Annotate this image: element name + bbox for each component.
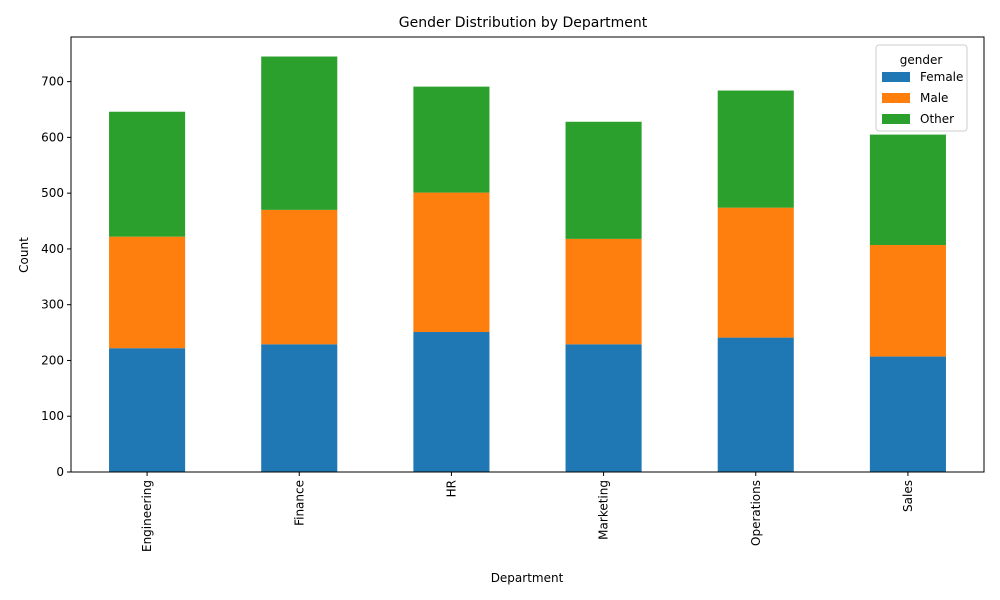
- y-tick-label: 300: [41, 298, 64, 312]
- x-tick-label-hr: HR: [444, 480, 458, 497]
- x-tick-label-sales: Sales: [901, 480, 915, 512]
- bar-sales-other: [869, 134, 946, 246]
- legend-label-other: Other: [920, 112, 954, 126]
- y-tick-label: 600: [41, 130, 64, 144]
- y-tick-label: 100: [41, 409, 64, 423]
- legend-label-male: Male: [920, 91, 948, 105]
- y-tick-label: 500: [41, 186, 64, 200]
- bar-marketing-male: [565, 238, 642, 345]
- x-axis-label: Department: [491, 571, 564, 585]
- axes-layer: 0 100 200 300 400 500 600 700 Engineering Finance…: [41, 36, 985, 552]
- x-tick-label-operations: Operations: [749, 480, 763, 546]
- legend-swatch-male: [882, 93, 910, 103]
- bar-sales-male: [869, 245, 946, 357]
- bar-finance-male: [261, 209, 338, 345]
- legend-entries: Female Male Other: [882, 70, 963, 126]
- bars-layer: [109, 56, 946, 472]
- bar-hr-female: [413, 332, 490, 472]
- bar-finance-female: [261, 344, 338, 472]
- x-tick-label-finance: Finance: [292, 480, 306, 526]
- bar-engineering-other: [109, 111, 186, 237]
- bar-engineering-male: [109, 236, 186, 349]
- y-axis-label: Count: [17, 237, 31, 273]
- y-tick-label: 200: [41, 353, 64, 367]
- legend-label-female: Female: [920, 70, 963, 84]
- legend-title: gender: [900, 53, 943, 67]
- legend-frame: [875, 44, 968, 132]
- bar-operations-female: [717, 337, 794, 472]
- bar-hr-other: [413, 86, 490, 193]
- y-tick-label: 700: [41, 75, 64, 89]
- legend-swatch-other: [882, 114, 910, 124]
- legend: gender Female Male Other: [875, 44, 968, 132]
- y-tick-label: 0: [56, 465, 64, 479]
- bar-engineering-female: [109, 348, 186, 472]
- plot-frame: [70, 36, 985, 473]
- bar-operations-male: [717, 207, 794, 338]
- bar-finance-other: [261, 56, 338, 210]
- bar-marketing-other: [565, 121, 642, 239]
- x-tick-label-engineering: Engineering: [140, 480, 154, 552]
- bar-operations-other: [717, 90, 794, 208]
- chart-title: Gender Distribution by Department: [399, 15, 648, 31]
- bar-marketing-female: [565, 344, 642, 472]
- legend-swatch-female: [882, 72, 910, 82]
- x-tick-label-marketing: Marketing: [597, 480, 611, 540]
- bar-sales-female: [869, 356, 946, 472]
- y-tick-label: 400: [41, 242, 64, 256]
- bar-hr-male: [413, 192, 490, 333]
